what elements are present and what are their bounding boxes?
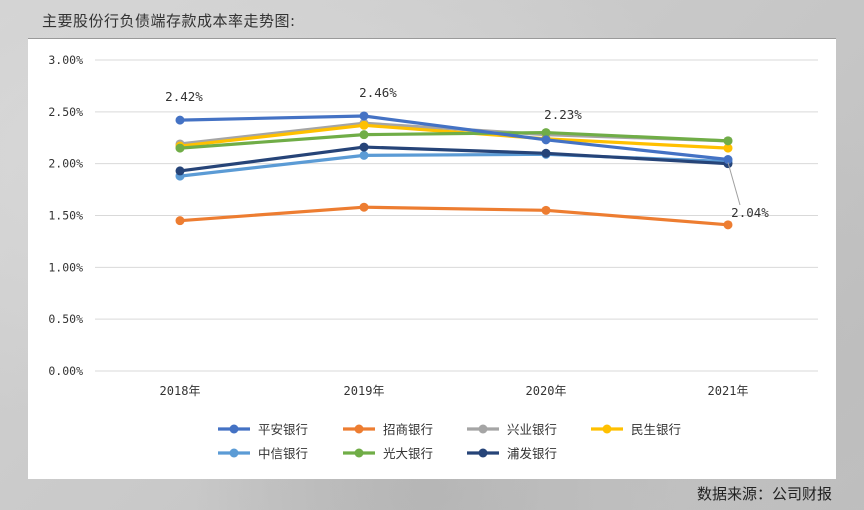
data-point [723,220,733,230]
data-point [175,143,185,153]
series-6 [175,128,733,153]
y-tick-label: 2.50% [48,105,83,119]
data-annotations: 2.42% 2.46% 2.23% 2.04% [165,85,769,220]
series-line [179,130,729,150]
x-tick-label: 2019年 [344,384,385,398]
legend-item: 中信银行 [218,446,308,461]
y-tick-label: 1.50% [48,209,83,223]
data-point [359,120,369,130]
data-point [175,216,185,226]
data-point [359,150,369,160]
leader-line [727,162,741,206]
legend-swatch-marker [478,448,488,458]
data-point [175,166,185,176]
source-note: 数据来源：公司财报 [696,485,832,503]
y-tick-label: 1.00% [48,260,83,274]
data-label: 2.46% [359,85,397,100]
data-point [359,142,369,152]
series-line [179,145,729,173]
data-point [541,128,551,138]
data-point [359,130,369,140]
x-tick-label: 2020年 [526,384,567,398]
legend-item: 招商银行 [343,422,433,437]
legend-label: 兴业银行 [507,422,557,437]
series-line [179,205,729,227]
legend-label: 招商银行 [383,422,433,437]
series-lines [175,111,733,230]
legend-swatch-marker [478,424,488,434]
legend-swatch-marker [229,448,239,458]
legend-item: 平安银行 [218,422,308,437]
chart-panel: 0.00% 0.50% 1.00% 1.50% 2.00% 2.50% 3.00% 2018… [28,38,836,479]
data-label: 2.04% [731,205,769,220]
page-title: 主要股份行负债端存款成本率走势图: [42,12,296,30]
data-label: 2.42% [165,89,203,104]
series-2 [175,202,733,230]
legend-label: 中信银行 [258,446,308,461]
series-1 [175,111,733,165]
line-chart: 0.00% 0.50% 1.00% 1.50% 2.00% 2.50% 3.00% 2018… [48,53,818,461]
y-tick-label: 2.00% [48,157,83,171]
series-7 [175,142,733,176]
legend-swatch-marker [354,424,364,434]
data-point [359,111,369,121]
legend-label: 平安银行 [258,422,308,437]
data-point [723,136,733,146]
x-tick-label: 2018年 [160,384,201,398]
grid-lines [95,59,818,372]
data-point [359,202,369,212]
y-tick-label: 3.00% [48,53,83,67]
legend-item: 兴业银行 [467,422,557,437]
legend-item: 民生银行 [591,422,681,437]
data-point [541,148,551,158]
y-tick-label: 0.50% [48,312,83,326]
data-point [175,115,185,125]
data-label: 2.23% [544,107,582,122]
series-5 [175,149,733,181]
y-axis-labels: 0.00% 0.50% 1.00% 1.50% 2.00% 2.50% 3.00% [48,53,83,378]
legend-label: 光大银行 [383,446,433,461]
x-tick-label: 2021年 [708,384,749,398]
data-point [541,205,551,215]
legend-label: 浦发银行 [507,446,557,461]
legend-item: 浦发银行 [467,446,557,461]
x-axis-labels: 2018年 2019年 2020年 2021年 [160,384,749,398]
legend-swatch-marker [602,424,612,434]
data-point [541,135,551,145]
series-line [179,114,729,162]
legend-item: 光大银行 [343,446,433,461]
legend-label: 民生银行 [631,422,681,437]
y-tick-label: 0.00% [48,364,83,378]
legend-swatch-marker [229,424,239,434]
data-point [723,143,733,153]
data-point [723,155,733,165]
legend-swatch-marker [354,448,364,458]
